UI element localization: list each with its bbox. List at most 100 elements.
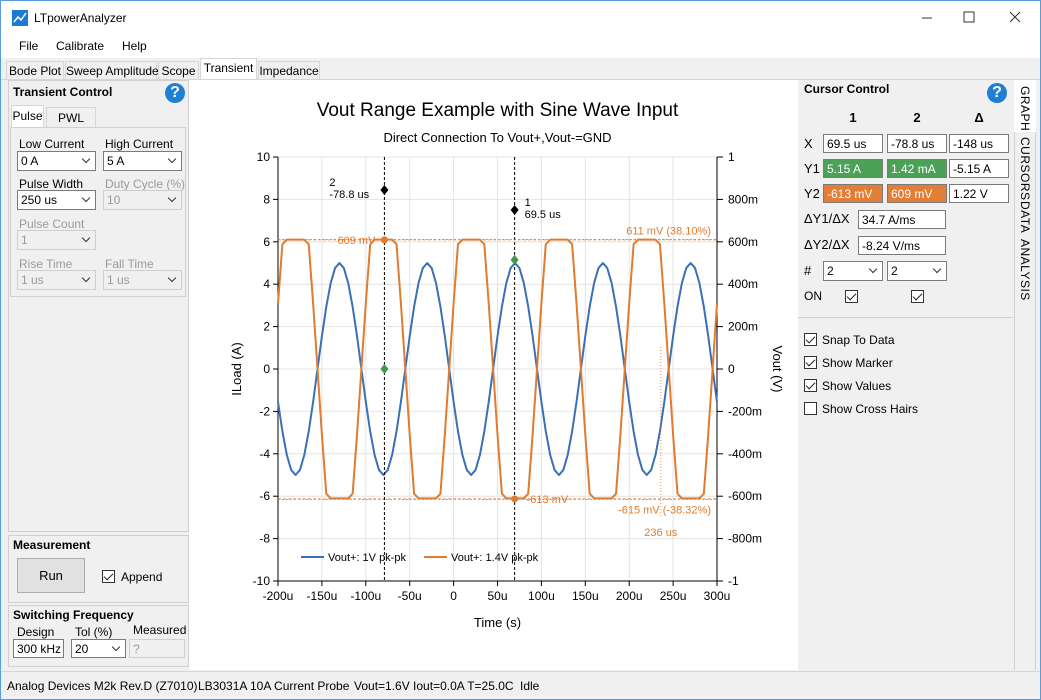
checkbox[interactable]: [102, 570, 115, 583]
y2-tick-label: -600m: [728, 489, 762, 503]
value-cell: -78.8 us: [887, 134, 947, 153]
menu-item[interactable]: Help: [122, 39, 147, 53]
help-icon[interactable]: ?: [987, 83, 1007, 103]
slope-value: 34.7 A/ms: [858, 210, 946, 229]
checkbox[interactable]: [804, 402, 817, 415]
dropdown: 1 us: [103, 270, 182, 290]
y2-tick-label: 800m: [728, 192, 758, 206]
count-label: #: [804, 263, 812, 278]
y-tick-label: 0: [263, 362, 270, 376]
maximize-button[interactable]: [963, 11, 975, 23]
column-header: Δ: [974, 110, 984, 125]
x-tick-label: 50u: [487, 589, 507, 603]
cursor-y2-label: 609 mV: [337, 235, 376, 247]
y2-tick-label: 1: [728, 150, 735, 164]
y2-tick-label: -1: [728, 574, 739, 588]
dropdown[interactable]: 250 us: [17, 190, 96, 210]
side-tab[interactable]: DATA: [1018, 201, 1032, 234]
value-cell: 609 mV: [887, 184, 947, 203]
window-controls: [922, 11, 1021, 23]
cursor-y2-marker: [380, 236, 388, 244]
dropdown[interactable]: 2: [823, 261, 883, 281]
help-icon[interactable]: ?: [165, 83, 185, 103]
mode-tab[interactable]: Pulse: [11, 105, 44, 128]
field-label: Pulse Count: [19, 217, 85, 231]
side-tab-strip: [1014, 80, 1036, 670]
chart-title: Vout Range Example with Sine Wave Input: [317, 100, 679, 121]
field-label: Design: [17, 625, 55, 639]
cursor-name: 2: [329, 177, 335, 189]
row-label: X: [804, 136, 813, 151]
y2-tick-label: 200m: [728, 320, 758, 334]
y-tick-label: 8: [263, 192, 270, 206]
y2-axis-label: Vout (V): [770, 346, 785, 393]
measurement-frame: [8, 535, 189, 603]
y-axis-label: ILoad (A): [229, 342, 244, 395]
cursor-handle: [380, 185, 389, 195]
y2-tick-label: -200m: [728, 404, 762, 418]
y-tick-label: -8: [259, 532, 270, 546]
axis-line: [277, 157, 718, 582]
cursor-y2-marker: [511, 495, 519, 503]
title-bar: [1, 1, 1040, 34]
column-header: 2: [913, 110, 921, 125]
text-field[interactable]: 300 kHz: [13, 639, 64, 658]
y-tick-label: 4: [263, 277, 270, 291]
field-label: High Current: [105, 137, 174, 151]
value-cell: 5.15 A: [823, 159, 883, 178]
side-tab-selected: [1014, 80, 1036, 132]
status-text: Idle: [520, 679, 540, 693]
checkbox[interactable]: [911, 290, 924, 303]
cursor-y1-marker: [380, 363, 389, 374]
tab[interactable]: Bode Plot: [6, 61, 64, 80]
run-button[interactable]: Run: [17, 558, 85, 593]
tab[interactable]: Transient: [200, 58, 257, 80]
status-text: Analog Devices M2k Rev.D (Z7010): [7, 679, 198, 693]
value-cell: -613 mV: [823, 184, 883, 203]
app-icon-glyph: [13, 12, 27, 23]
mode-tab[interactable]: PWL: [46, 107, 96, 128]
section-title: Measurement: [13, 538, 91, 552]
checkbox-label: Snap To Data: [822, 333, 895, 347]
section-title: Switching Frequency: [13, 608, 134, 622]
checkbox[interactable]: [804, 379, 817, 392]
checkbox[interactable]: [804, 356, 817, 369]
dropdown[interactable]: 20: [71, 639, 126, 658]
on-label: ON: [804, 289, 822, 303]
row-label: Y2: [804, 186, 820, 201]
side-tab[interactable]: ANALYSIS: [1018, 239, 1032, 301]
dropdown[interactable]: 0 A: [17, 151, 96, 171]
status-text: 10A Current Probe: [250, 679, 350, 693]
analysis-time-label: 236 us: [644, 527, 678, 539]
field-label: Fall Time: [105, 257, 154, 271]
side-tab[interactable]: GRAPH: [1018, 86, 1032, 132]
dropdown[interactable]: 2: [887, 261, 947, 281]
menu-item[interactable]: File: [19, 39, 39, 53]
y-tick-label: -2: [259, 404, 270, 418]
chart: Vout Range Example with Sine Wave Input D…: [189, 80, 798, 670]
tab[interactable]: Scope: [158, 61, 199, 80]
x-tick-label: -50u: [398, 589, 422, 603]
x-axis-label: Time (s): [474, 615, 521, 630]
checkbox-label: Show Values: [822, 379, 892, 393]
tab[interactable]: Impedance: [258, 61, 320, 80]
checkbox[interactable]: [804, 333, 817, 346]
x-tick-label: -100u: [350, 589, 381, 603]
panel-frame: [8, 80, 189, 532]
legend-label: Vout+: 1V pk-pk: [328, 552, 406, 564]
cursor-x-label: -78.8 us: [329, 189, 369, 201]
tab-underline: [1, 79, 1040, 80]
column-header: 1: [849, 110, 857, 125]
checkbox[interactable]: [845, 290, 858, 303]
tab[interactable]: Sweep Amplitude: [65, 61, 159, 80]
menu-item[interactable]: Calibrate: [56, 39, 105, 53]
window-title: LTpowerAnalyzer: [34, 11, 127, 25]
close-button[interactable]: [1009, 11, 1021, 23]
separator: [798, 317, 1013, 318]
dropdown[interactable]: 5 A: [103, 151, 182, 171]
y2-tick-label: 0: [728, 362, 735, 376]
x-tick-label: 300u: [704, 589, 731, 603]
y-tick-label: 2: [263, 320, 270, 334]
mode-frame: [10, 127, 186, 297]
side-tab[interactable]: CURSORS: [1018, 137, 1032, 201]
